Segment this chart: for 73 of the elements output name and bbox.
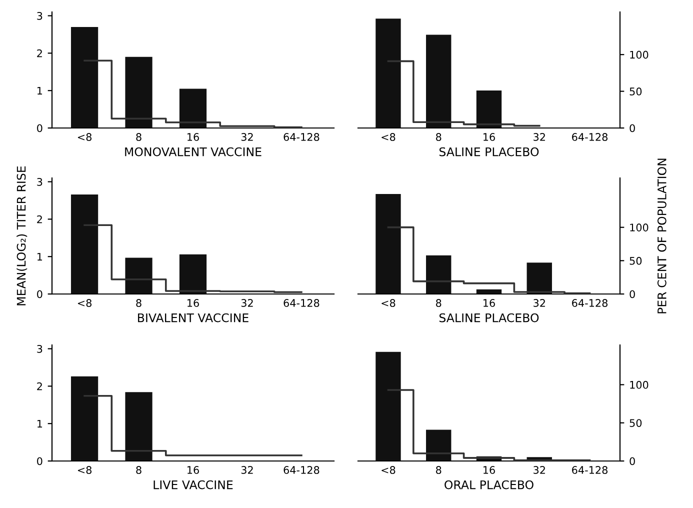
x-tick-label: 32 [241, 133, 253, 141]
x-tick-label: 64-128 [572, 466, 608, 474]
x-tick-label: 16 [188, 133, 199, 141]
x-tick-label: 8 [436, 133, 442, 141]
y-tick-label: 3 [37, 12, 42, 20]
x-tick-label: <8 [78, 133, 92, 141]
y2-tick-label: 100 [630, 50, 648, 59]
y2-axis-title: PER CENT OF POPULATION [657, 158, 666, 314]
bar [376, 194, 401, 294]
bar [376, 18, 401, 128]
bar [70, 194, 98, 294]
x-tick-label: 32 [241, 299, 253, 307]
x-tick-label: 8 [136, 466, 142, 474]
bar [426, 255, 452, 294]
x-tick-label: 8 [136, 299, 142, 307]
y-tick-label: 1 [37, 86, 42, 95]
x-axis-title: ORAL PLACEBO [444, 480, 534, 490]
x-tick-label: 32 [534, 466, 545, 474]
y2-tick-label: 0 [630, 124, 635, 132]
x-tick-label: 32 [241, 466, 253, 474]
y-tick-label: 0 [37, 290, 42, 298]
bar [125, 56, 152, 128]
bar [426, 34, 452, 128]
x-tick-label: 16 [188, 466, 199, 474]
x-tick-label: 64-128 [572, 299, 608, 307]
y-tick-label: 2 [37, 215, 42, 224]
y2-tick-label: 50 [630, 256, 642, 265]
x-tick-label: 64-128 [284, 299, 320, 307]
x-tick-label: 8 [436, 466, 442, 474]
y-tick-label: 1 [37, 420, 42, 428]
y-axis-title: MEAN(LOG₂) TITER RISE [16, 166, 28, 306]
x-tick-label: 8 [436, 299, 442, 307]
x-axis-title: LIVE VACCINE [154, 480, 233, 490]
bar [426, 430, 452, 461]
y-tick-label: 2 [37, 49, 42, 58]
y2-tick-label: 100 [630, 224, 648, 232]
bar [476, 90, 502, 128]
bar [179, 254, 207, 294]
x-tick-label: 32 [534, 133, 545, 141]
bar [70, 26, 98, 128]
x-tick-label: 64-128 [572, 133, 608, 141]
x-tick-label: 32 [534, 299, 545, 307]
x-tick-label: <8 [382, 299, 396, 307]
y2-tick-label: 100 [630, 380, 648, 389]
y2-tick-label: 0 [630, 290, 635, 298]
y2-tick-label: 0 [630, 457, 635, 466]
y2-tick-label: 50 [630, 88, 642, 96]
bar [179, 88, 207, 128]
x-tick-label: <8 [78, 299, 92, 307]
x-tick-label: 16 [484, 466, 495, 474]
y-tick-label: 0 [37, 457, 42, 466]
x-tick-label: 16 [484, 133, 495, 141]
x-axis-title: MONOVALENT VACCINE [125, 147, 262, 156]
x-axis-title: SALINE PLACEBO [439, 147, 539, 156]
x-tick-label: 16 [484, 299, 495, 307]
x-tick-label: 64-128 [284, 466, 320, 474]
bar [125, 258, 152, 294]
y-tick-label: 2 [37, 382, 42, 390]
y-tick-label: 3 [37, 178, 42, 186]
y-tick-label: 1 [37, 252, 42, 261]
bar [376, 352, 401, 461]
x-tick-label: <8 [78, 466, 92, 474]
x-axis-title: SALINE PLACEBO [439, 313, 539, 322]
y2-tick-label: 50 [630, 419, 642, 427]
x-tick-label: 8 [136, 133, 142, 141]
y-tick-label: 0 [37, 124, 42, 132]
x-tick-label: <8 [382, 466, 396, 474]
x-tick-label: 64-128 [284, 133, 320, 141]
x-axis-title: BIVALENT VACCINE [138, 313, 248, 322]
bar [526, 262, 552, 294]
y-tick-label: 3 [37, 344, 42, 353]
x-tick-label: 16 [188, 299, 199, 307]
x-tick-label: <8 [382, 133, 396, 141]
